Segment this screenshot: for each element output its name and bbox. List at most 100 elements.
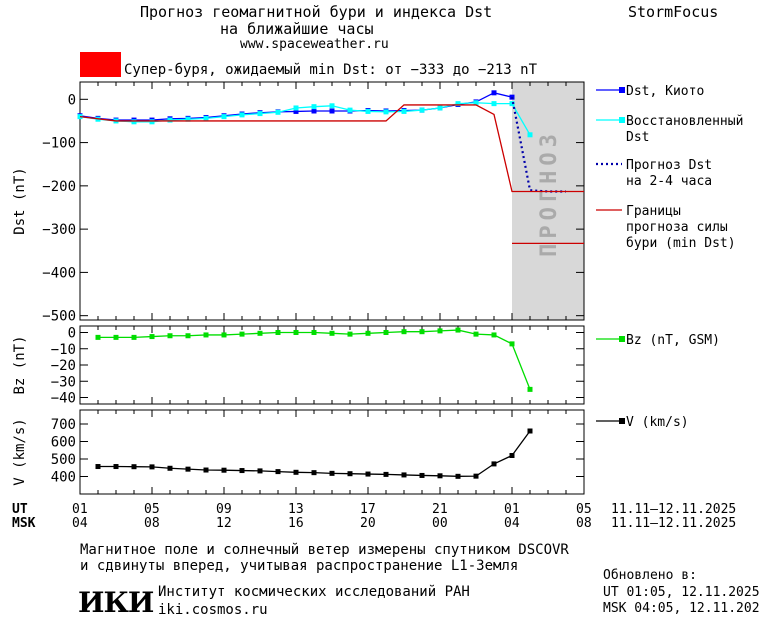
legend-label: V (km/s)	[626, 415, 689, 430]
data-point	[239, 331, 245, 337]
ut-tick-label: 01	[504, 502, 520, 517]
legend-label: Dst, Киото	[626, 84, 704, 99]
data-point	[221, 332, 227, 338]
data-point	[527, 386, 533, 392]
data-point	[185, 333, 191, 339]
legend-label: прогноза силы	[626, 220, 728, 235]
msk-tick-label: 00	[432, 516, 448, 531]
data-point	[203, 467, 209, 473]
title-line-2: на ближайшие часы	[220, 20, 374, 38]
y-axis-label: V (km/s)	[12, 418, 28, 485]
legend-label: бури (min Dst)	[626, 236, 736, 251]
legend-marker	[619, 87, 625, 93]
data-point	[257, 468, 263, 474]
alert-color-swatch	[80, 52, 121, 77]
y-axis-label: Dst (nT)	[12, 167, 28, 234]
data-point	[221, 114, 227, 120]
y-tick-label: −200	[42, 179, 76, 195]
msk-tick-label: 04	[504, 516, 520, 531]
data-point	[401, 329, 407, 335]
data-point	[203, 115, 209, 121]
plot-frame	[79, 409, 585, 495]
data-point	[293, 108, 299, 114]
dst-panel: ПРОГНОЗ 0 −100 −200 −300 −400 −500 Dst (nT) Dst,…	[12, 81, 743, 325]
data-point	[113, 464, 119, 470]
updated-msk: MSK 04:05, 12.11.2025	[603, 601, 760, 616]
data-point	[113, 334, 119, 340]
data-point	[167, 333, 173, 339]
data-point	[329, 103, 335, 109]
data-point	[491, 101, 497, 107]
data-point	[347, 331, 353, 337]
footer-note-line-2: и сдвинуты вперед, учитывая распростране…	[80, 558, 519, 574]
ut-tick-label: 13	[288, 502, 304, 517]
data-point	[257, 330, 263, 336]
data-point	[527, 428, 533, 434]
legend-label: Bz (nT, GSM)	[626, 333, 720, 348]
footer-note-line-1: Магнитное поле и солнечный ветер измерен…	[80, 542, 569, 558]
data-point	[185, 466, 191, 472]
data-point	[131, 464, 137, 470]
legend-marker	[619, 336, 625, 342]
data-point	[239, 112, 245, 118]
y-tick-label: 600	[51, 435, 76, 451]
data-point	[149, 119, 155, 125]
y-axis-label: Bz (nT)	[12, 335, 28, 394]
ut-tick-label: 09	[216, 502, 232, 517]
data-point	[149, 334, 155, 340]
data-point	[329, 108, 335, 114]
msk-axis-label: MSK	[12, 516, 36, 531]
data-point	[527, 132, 533, 138]
series-line	[79, 102, 531, 136]
data-point	[383, 109, 389, 115]
data-point	[311, 470, 317, 476]
y-tick-label: −10	[51, 342, 76, 358]
data-point	[131, 119, 137, 125]
legend-label: Прогноз Dst	[626, 158, 712, 173]
forecast-band	[512, 82, 584, 320]
ut-tick-label: 05	[144, 502, 160, 517]
msk-tick-label: 04	[72, 516, 88, 531]
data-point	[455, 327, 461, 333]
y-tick-label: −40	[51, 391, 76, 407]
data-point	[473, 100, 479, 106]
institute-site[interactable]: iki.cosmos.ru	[158, 602, 268, 618]
data-point	[149, 464, 155, 470]
data-point	[383, 471, 389, 477]
data-point	[311, 330, 317, 335]
data-point	[419, 107, 425, 113]
data-point	[95, 334, 101, 340]
series-line	[98, 430, 531, 477]
msk-tick-label: 20	[360, 516, 376, 531]
data-point	[491, 332, 497, 338]
series-line	[98, 329, 531, 390]
y-tick-label: 400	[51, 470, 76, 486]
data-point	[455, 473, 461, 479]
y-tick-label: 0	[68, 92, 76, 108]
y-tick-label: −20	[51, 358, 76, 374]
data-point	[275, 330, 281, 335]
plot-frame	[79, 81, 585, 321]
data-point	[329, 470, 335, 476]
iki-logo[interactable]: ИКИ	[78, 586, 154, 619]
data-point	[131, 334, 137, 340]
data-point	[347, 107, 353, 113]
data-point	[311, 104, 317, 110]
source-url[interactable]: www.spaceweather.ru	[240, 37, 389, 52]
legend-marker	[619, 418, 625, 424]
data-point	[293, 469, 299, 475]
msk-tick-label: 08	[144, 516, 160, 531]
bz-panel: 0−10−20−30−40 Bz (nT) Bz (nT, GSM)	[12, 325, 720, 407]
y-tick-label: −400	[42, 265, 76, 281]
brand-name: StormFocus	[628, 3, 719, 21]
data-point	[491, 90, 497, 96]
y-tick-label: −30	[51, 374, 76, 390]
msk-tick-label: 08	[576, 516, 592, 531]
y-tick-label: −300	[42, 222, 76, 238]
data-point	[167, 117, 173, 123]
forecast-band-label: ПРОГНОЗ	[537, 129, 562, 257]
data-point	[509, 453, 515, 458]
data-point	[437, 328, 443, 334]
data-point	[203, 332, 209, 338]
legend-label: Границы	[626, 204, 681, 219]
